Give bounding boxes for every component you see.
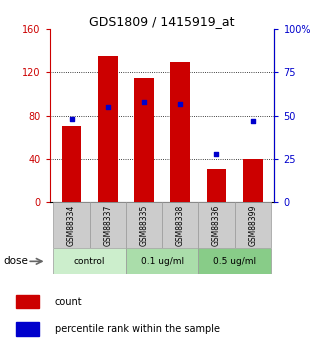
FancyBboxPatch shape (53, 248, 126, 274)
Text: 0.5 ug/ml: 0.5 ug/ml (213, 257, 256, 266)
Bar (98, 56, 118, 202)
Bar (62, 126, 82, 202)
Point (105, 104, 110, 110)
Title: GDS1809 / 1415919_at: GDS1809 / 1415919_at (89, 15, 235, 28)
FancyBboxPatch shape (126, 248, 198, 274)
Bar (170, 62, 190, 202)
Text: GSM88338: GSM88338 (176, 205, 185, 246)
Point (214, 151, 219, 156)
Point (69, 116, 74, 122)
Point (178, 101, 183, 106)
FancyBboxPatch shape (162, 202, 198, 248)
Text: GSM88399: GSM88399 (248, 205, 257, 246)
Text: 0.1 ug/ml: 0.1 ug/ml (141, 257, 184, 266)
Text: GSM88337: GSM88337 (103, 205, 112, 246)
Text: percentile rank within the sample: percentile rank within the sample (55, 324, 220, 334)
Bar (16, 322, 39, 335)
Text: GSM88336: GSM88336 (212, 205, 221, 246)
Bar (206, 169, 226, 202)
FancyBboxPatch shape (53, 202, 90, 248)
FancyBboxPatch shape (198, 202, 235, 248)
Text: GSM88334: GSM88334 (67, 205, 76, 246)
FancyBboxPatch shape (235, 202, 271, 248)
FancyBboxPatch shape (198, 248, 271, 274)
Bar (243, 159, 263, 202)
Text: count: count (55, 297, 82, 307)
Point (250, 118, 255, 124)
Text: dose: dose (3, 256, 28, 266)
Bar (134, 78, 154, 202)
Text: control: control (74, 257, 105, 266)
FancyBboxPatch shape (126, 202, 162, 248)
Point (142, 99, 147, 105)
Text: GSM88335: GSM88335 (140, 205, 149, 246)
Bar (16, 295, 39, 308)
FancyBboxPatch shape (90, 202, 126, 248)
